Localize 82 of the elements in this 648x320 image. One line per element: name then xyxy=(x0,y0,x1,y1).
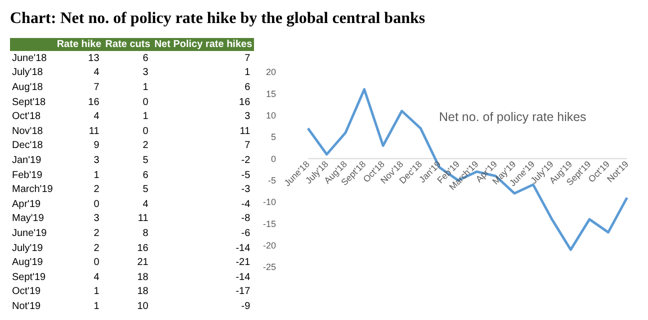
data-label: 5 xyxy=(142,183,150,197)
category-label: Sept'18 xyxy=(11,96,47,110)
y-tick-label: -20 xyxy=(262,240,276,251)
data-label: 1 xyxy=(244,66,252,80)
data-label: -14 xyxy=(234,242,252,256)
category-label: Dec'18 xyxy=(11,139,44,154)
data-label: 18 xyxy=(136,285,150,300)
data-label: 13 xyxy=(87,52,100,66)
data-label: 11 xyxy=(136,212,150,226)
data-label: 1 xyxy=(142,110,150,124)
data-label: 8 xyxy=(142,226,150,241)
category-label: May'19 xyxy=(11,212,45,226)
y-tick-label: 10 xyxy=(266,110,276,121)
category-label: Aug'18 xyxy=(11,80,44,95)
y-tick-label: 0 xyxy=(270,154,276,164)
y-tick-label: -25 xyxy=(262,262,276,272)
data-label: -17 xyxy=(234,285,252,300)
data-label: 0 xyxy=(92,256,100,270)
data-label: 4 xyxy=(142,198,150,212)
data-label: 16 xyxy=(136,242,150,256)
data-label: 16 xyxy=(238,96,252,110)
y-tick-label: 15 xyxy=(266,88,276,99)
data-label: 7 xyxy=(92,80,100,95)
data-label: 5 xyxy=(142,154,150,168)
category-label: June'18 xyxy=(11,52,48,66)
data-label: 4 xyxy=(92,66,100,80)
data-label: 3 xyxy=(92,212,100,226)
data-label: 18 xyxy=(136,270,150,284)
category-label: July'18 xyxy=(11,66,44,80)
y-tick-label: -5 xyxy=(268,176,276,186)
data-label: 16 xyxy=(87,96,100,110)
y-tick-label: -10 xyxy=(262,197,276,208)
category-label: Not'19 xyxy=(11,300,42,314)
data-label: 2 xyxy=(92,242,100,256)
y-tick-label: 5 xyxy=(270,132,276,142)
category-label: Oct'19 xyxy=(11,285,42,300)
series-label: Net no. of policy rate hikes xyxy=(439,110,586,124)
category-label: March'19 xyxy=(11,183,54,197)
data-label: 0 xyxy=(142,124,150,139)
data-label: 10 xyxy=(136,300,150,314)
data-label: 3 xyxy=(244,110,252,124)
data-label: -6 xyxy=(240,226,252,241)
data-label: -4 xyxy=(240,198,252,212)
data-label: 0 xyxy=(142,96,150,110)
data-label: 7 xyxy=(244,139,252,154)
text: Chart: Net no. of policy rate hike by the global central banks xyxy=(10,10,426,28)
data-label: -9 xyxy=(240,300,252,314)
data-label: 21 xyxy=(136,256,150,270)
category-label: Apr'19 xyxy=(11,198,42,212)
data-label: 6 xyxy=(142,52,150,66)
data-label: 11 xyxy=(238,124,252,139)
data-label: 7 xyxy=(244,52,252,66)
data-label: -5 xyxy=(240,168,252,182)
category-label: Oct'18 xyxy=(11,110,42,124)
data-label: 2 xyxy=(92,183,100,197)
data-label: -8 xyxy=(240,212,252,226)
data-label: 1 xyxy=(92,285,100,300)
data-label: 1 xyxy=(92,300,100,314)
data-label: 9 xyxy=(92,139,100,154)
category-label: July'19 xyxy=(11,242,44,256)
y-tick-label: 20 xyxy=(266,67,276,78)
data-label: 6 xyxy=(244,80,252,95)
y-tick-label: -15 xyxy=(262,218,276,229)
data-label: 6 xyxy=(142,168,150,182)
data-label: 3 xyxy=(92,154,100,168)
data-label: -2 xyxy=(240,154,252,168)
data-label: 0 xyxy=(92,198,100,212)
data-label: -14 xyxy=(234,270,252,284)
data-label: 2 xyxy=(142,139,150,154)
category-label: June'19 xyxy=(11,226,48,241)
data-label: 1 xyxy=(92,168,100,182)
data-label: -21 xyxy=(234,256,252,270)
category-label: Sept'19 xyxy=(11,270,47,284)
data-label: 2 xyxy=(92,226,100,241)
data-label: -3 xyxy=(240,183,252,197)
data-label: 4 xyxy=(92,270,100,284)
data-label: 4 xyxy=(92,110,100,124)
category-label: Nov'18 xyxy=(11,124,44,139)
category-label: Aug'19 xyxy=(11,256,44,270)
data-label: 1 xyxy=(142,80,150,95)
data-label: 11 xyxy=(88,124,100,139)
data-label: 3 xyxy=(142,66,150,80)
